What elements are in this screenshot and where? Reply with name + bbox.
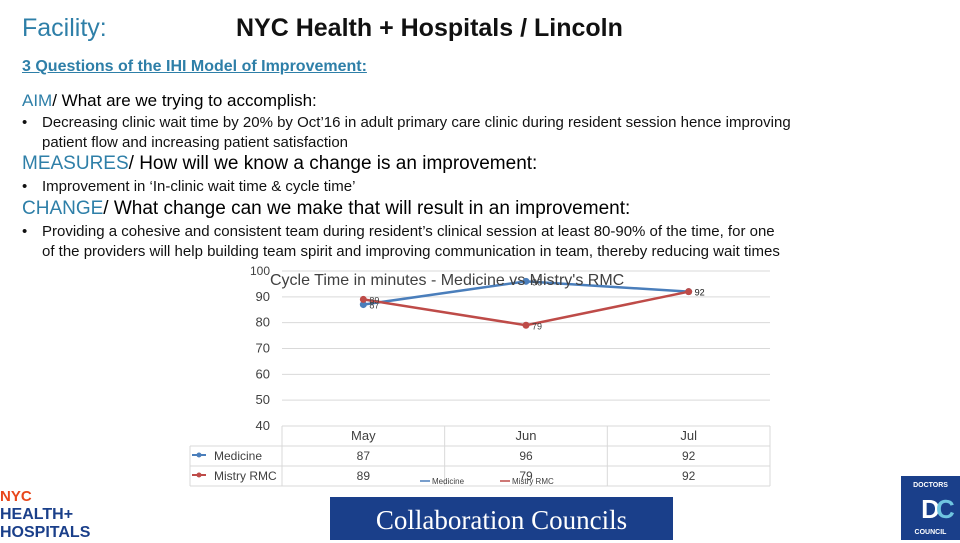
data-point — [522, 321, 530, 329]
svg-text:C: C — [936, 494, 955, 524]
collaboration-councils-banner: Collaboration Councils — [330, 497, 673, 540]
legend-label: Mistry RMC — [214, 469, 277, 483]
table-cell: 89 — [357, 469, 371, 483]
nyc-logo-line3: HOSPITALS — [0, 524, 91, 540]
table-cell: 87 — [357, 449, 371, 463]
svg-text:D: D — [921, 494, 940, 524]
measures-bullet: • Improvement in ‘In-clinic wait time & … — [22, 177, 922, 197]
x-tick-label: Jul — [680, 428, 697, 443]
aim-keyword: AIM — [22, 91, 53, 110]
dc-logo-bottom: COUNCIL — [915, 529, 948, 536]
doctors-council-logo: DOCTORS D C COUNCIL — [901, 476, 960, 540]
y-tick-label: 80 — [256, 315, 270, 330]
data-table: May Jun Jul Medicine 87 96 92 Mistry RMC 89 79 92 M… — [189, 425, 771, 487]
inline-legend-label: Medicine — [432, 477, 465, 486]
legend-key-marker — [196, 472, 202, 478]
data-point — [685, 288, 693, 296]
measures-keyword: MEASURES — [22, 153, 129, 174]
data-label: 79 — [532, 321, 542, 331]
y-tick-label: 100 — [250, 264, 270, 278]
chart-grid: 40 50 60 70 80 90 100 — [250, 264, 770, 433]
table-cell: 79 — [519, 469, 533, 483]
aim-question: / What are we trying to accomplish: — [52, 91, 317, 110]
change-keyword: CHANGE — [22, 198, 104, 219]
aim-bullet-line2: patient flow and increasing patient sati… — [42, 134, 349, 151]
legend-label: Medicine — [214, 449, 262, 463]
data-label: 87 — [369, 301, 379, 311]
aim-heading: AIM/ What are we trying to accomplish: — [22, 91, 317, 111]
bullet-dot: • — [22, 178, 28, 195]
facility-label: Facility: — [22, 14, 107, 42]
data-point — [522, 277, 530, 285]
change-bullet: • Providing a cohesive and consistent te… — [22, 222, 942, 262]
bullet-dot: • — [22, 114, 28, 131]
table-cell: 92 — [682, 449, 696, 463]
x-tick-label: Jun — [516, 428, 537, 443]
nyc-logo-line1: NYC — [0, 488, 32, 505]
dc-logo-top: DOCTORS — [913, 482, 948, 489]
y-tick-label: 60 — [256, 366, 270, 381]
facility-name: NYC Health + Hospitals / Lincoln — [236, 14, 623, 42]
data-label: 96 — [532, 277, 542, 287]
measures-question: / How will we know a change is an improv… — [128, 153, 538, 174]
data-point — [359, 301, 367, 309]
chart-title: Cycle Time in minutes - Medicine vs Mist… — [270, 272, 624, 289]
measures-heading: MEASURES/ How will we know a change is a… — [22, 153, 537, 175]
nyc-logo-line2: HEALTH+ — [0, 506, 73, 523]
y-tick-label: 90 — [256, 289, 270, 304]
nyc-health-hospitals-logo: NYC HEALTH+ HOSPITALS — [0, 488, 91, 540]
inline-legend-label: Mistry RMC — [512, 477, 554, 486]
y-tick-label: 70 — [256, 341, 270, 356]
y-tick-label: 50 — [256, 392, 270, 407]
data-label: 92 — [695, 288, 705, 298]
ihi-model-title: 3 Questions of the IHI Model of Improvem… — [22, 58, 367, 75]
data-label: 89 — [369, 295, 379, 305]
y-tick-label: 40 — [256, 418, 270, 433]
x-tick-label: May — [351, 428, 376, 443]
data-label: 92 — [695, 288, 705, 298]
change-bullet-line1: Providing a cohesive and consistent team… — [42, 223, 775, 240]
data-point — [359, 295, 367, 303]
aim-bullet-line1: Decreasing clinic wait time by 20% by Oc… — [42, 114, 791, 131]
change-bullet-line2: of the providers will help building team… — [42, 243, 780, 260]
legend-key-marker — [196, 452, 202, 458]
table-cell: 92 — [682, 469, 696, 483]
bullet-dot: • — [22, 223, 28, 240]
change-heading: CHANGE/ What change can we make that wil… — [22, 198, 630, 220]
measures-bullet-text: Improvement in ‘In-clinic wait time & cy… — [42, 178, 356, 195]
change-question: / What change can we make that will resu… — [103, 198, 631, 219]
table-cell: 96 — [519, 449, 533, 463]
aim-bullet: • Decreasing clinic wait time by 20% by … — [22, 113, 922, 153]
